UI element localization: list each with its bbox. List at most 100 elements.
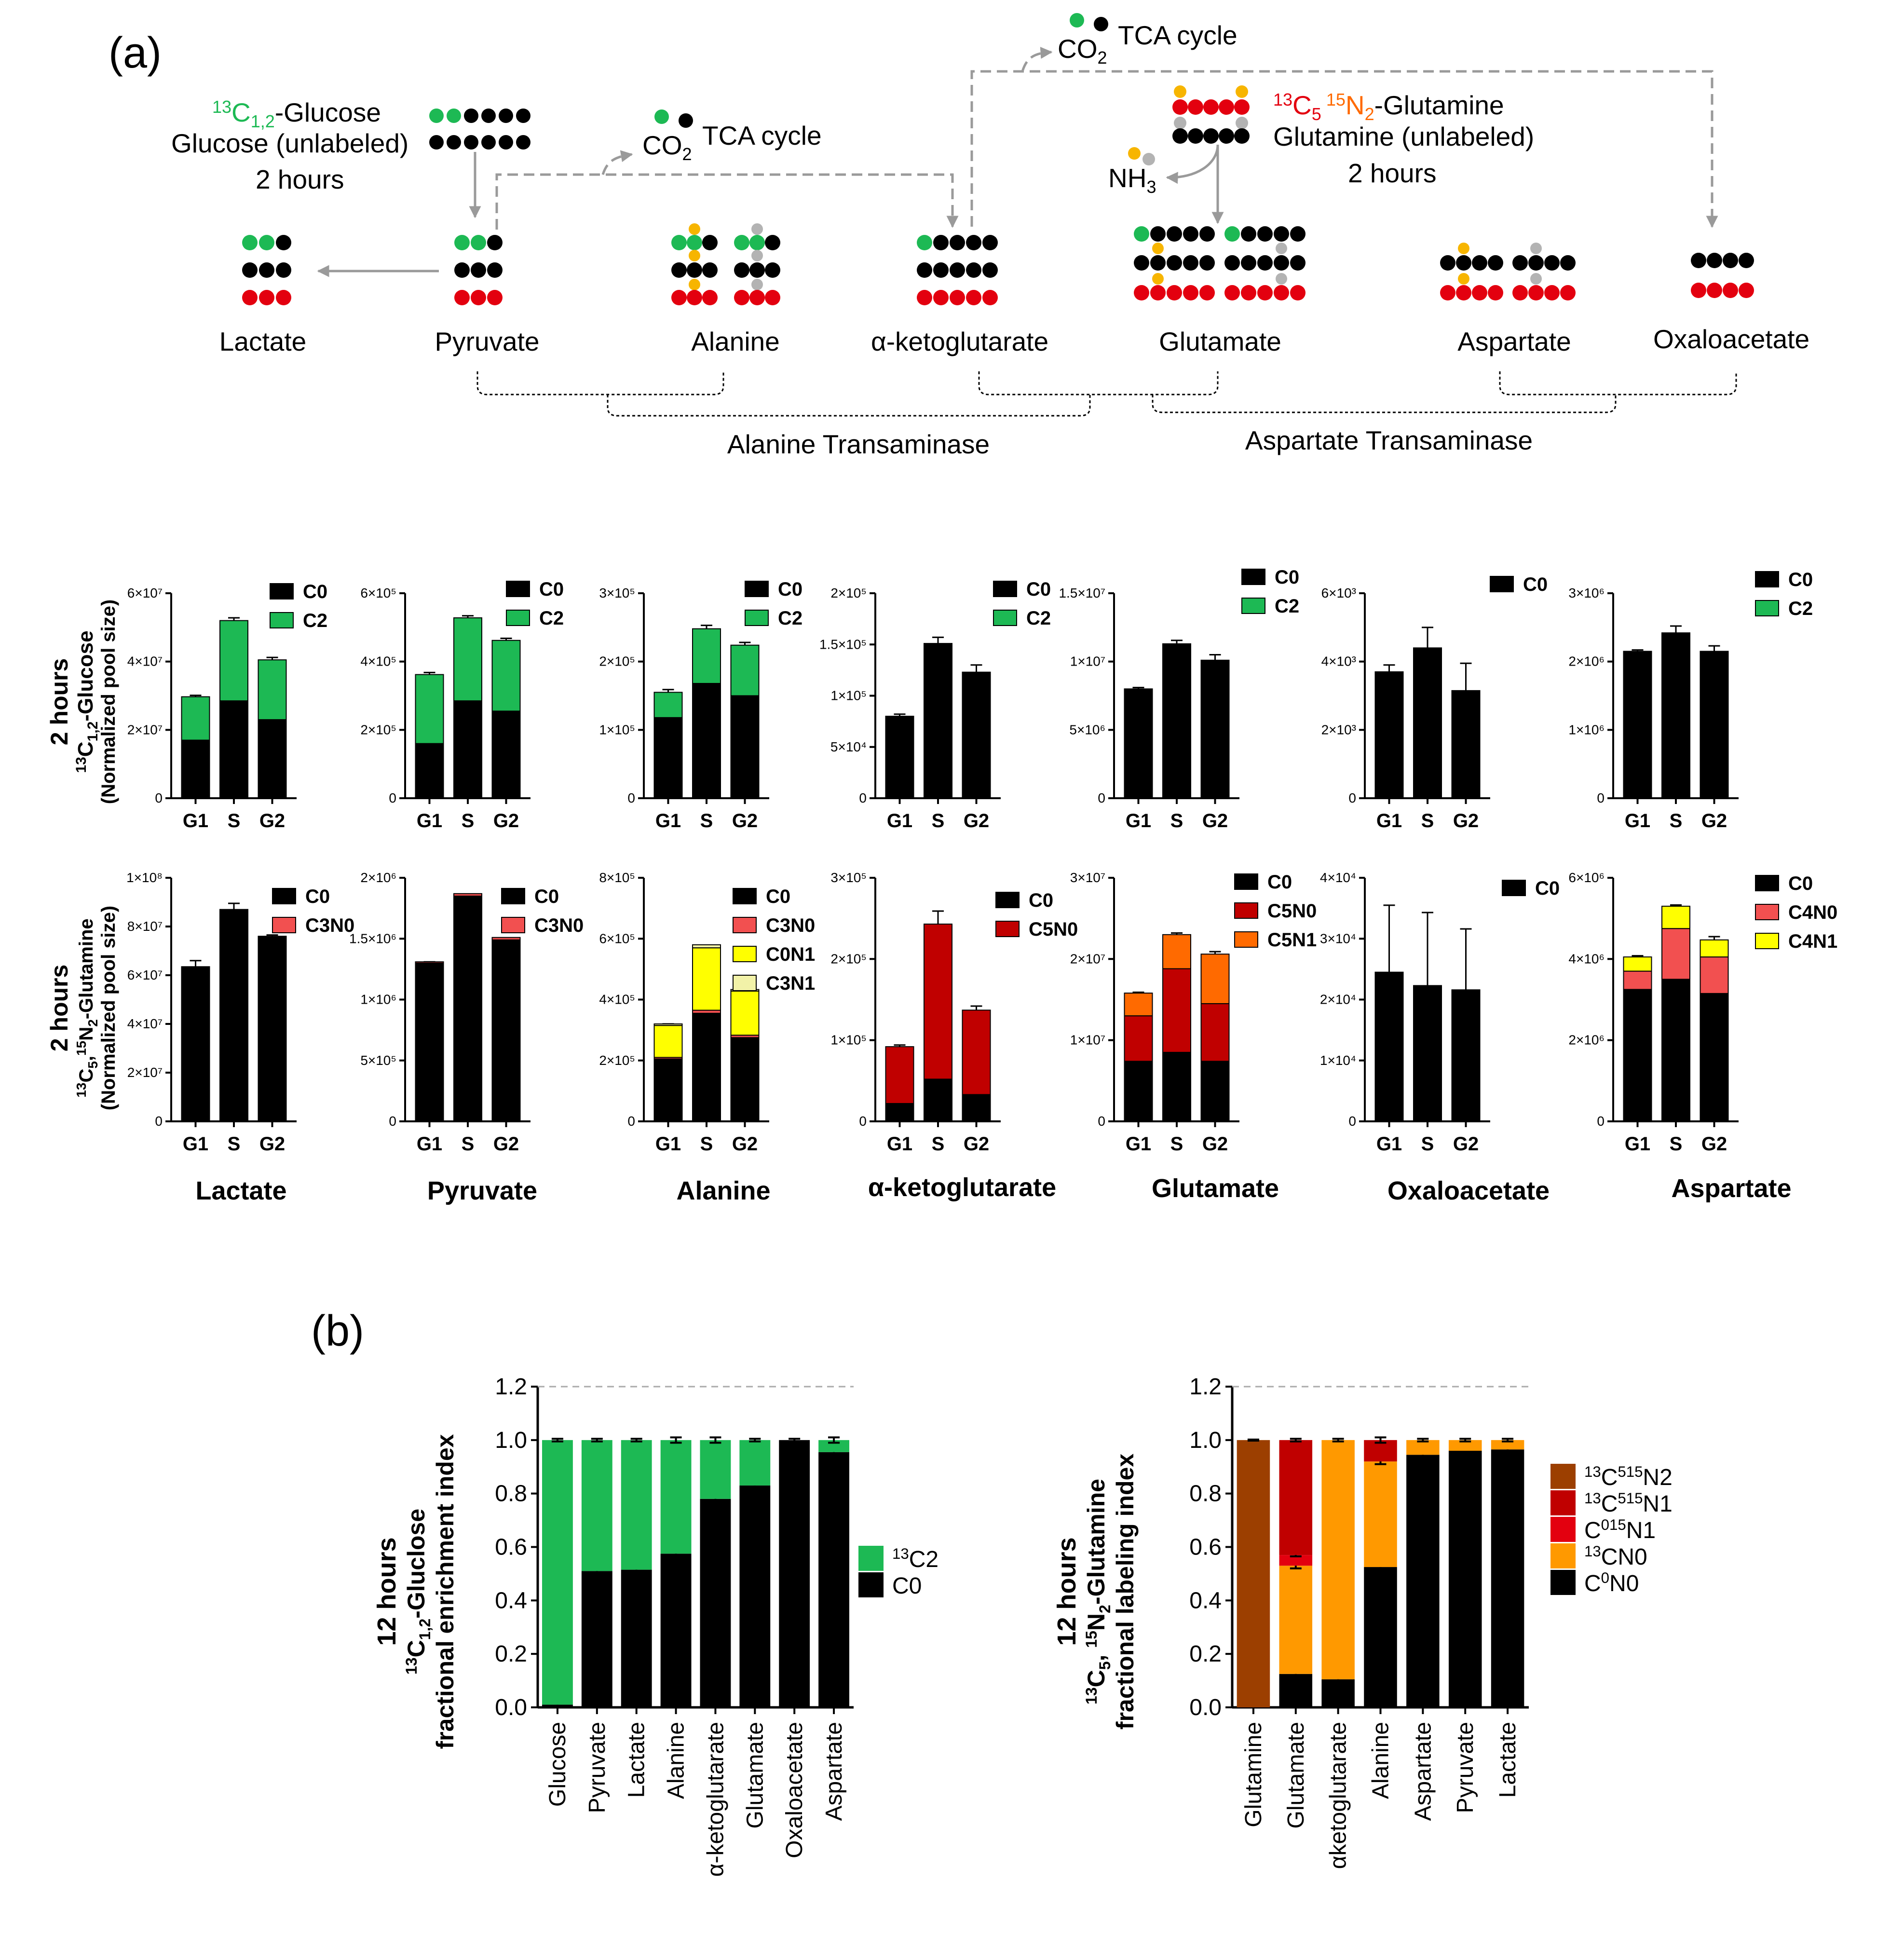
y-tick-label: 1×10⁷ [1070, 654, 1105, 669]
bar-C2 [453, 617, 482, 702]
y-tick-label: 1×10⁵ [830, 688, 867, 703]
y-tick-label: 0 [389, 790, 396, 805]
bar-C0 [818, 1452, 849, 1707]
legend-label-C0: C0 [1788, 569, 1813, 590]
panel-a-label: (a) [109, 29, 162, 77]
x-tick-label: G2 [732, 810, 758, 831]
bar-C2 [730, 644, 760, 696]
b1-time: 12 hours [372, 1537, 401, 1646]
x-tick-label: G1 [183, 810, 208, 831]
co2-green-dot [654, 109, 669, 124]
y-tick-label: 1.5×10⁶ [349, 931, 396, 946]
y-tick-label: 2×10⁷ [127, 722, 163, 737]
bar-C0 [1374, 971, 1404, 1122]
glutamine-unlabeled-label: Glutamine (unlabeled) [1273, 122, 1534, 151]
x-tick-label: G2 [732, 1133, 758, 1155]
x-tick-label: Glutamate [1283, 1722, 1309, 1828]
bar-C4N0 [1700, 956, 1729, 994]
legend-label-C0: C0 [534, 886, 559, 907]
bar-C3N1 [653, 1023, 683, 1026]
x-tick-label: G1 [183, 1133, 208, 1155]
x-tick-label: α-ketoglutarate [703, 1722, 728, 1877]
chart-b-glutamine: 0.0 0.2 0.4 0.6 0.8 1.0 1.2 Glutamine Glutamate α… [1189, 1374, 1673, 1869]
bar-C0 [653, 717, 683, 799]
bar-C2 [653, 692, 683, 718]
bar-C0 [660, 1553, 692, 1707]
x-tick-label: Pyruvate [585, 1722, 610, 1813]
col-title-aspartate: Aspartate [1671, 1174, 1791, 1203]
co2-label-1: CO2 [642, 130, 692, 164]
y-tick-label: 1.5×10⁷ [1059, 586, 1105, 600]
bar-C0 [453, 700, 482, 799]
bar-C0N0 [1406, 1455, 1440, 1707]
bar-C0 [962, 671, 991, 799]
pyruvate-dots [454, 235, 503, 305]
bar-13CN0 [1491, 1440, 1524, 1450]
bar-13C2 [660, 1440, 692, 1554]
metabolite-label-lactate: Lactate [219, 327, 306, 356]
y-tick-label: 0.4 [495, 1588, 527, 1613]
legend-label-C5N0: C5N0 [1029, 919, 1078, 940]
transaminase-brackets [476, 371, 1737, 417]
legend-label-C2: C2 [1788, 598, 1813, 619]
y-tick-label: 6×10³ [1321, 586, 1356, 600]
legend-label-C2: C2 [303, 610, 327, 631]
bar-C2 [181, 696, 210, 741]
bar-C4N1 [1700, 939, 1729, 958]
y-tick-label: 1.5×10⁵ [819, 637, 867, 652]
y-tick-label: 0 [859, 790, 867, 805]
legend-swatch-C5N1 [1234, 931, 1258, 948]
legend-label-C0: C0 [305, 886, 330, 907]
bar-13CN0 [1364, 1461, 1397, 1567]
y-tick-label: 0 [627, 1114, 635, 1129]
x-tick-label: S [1421, 810, 1434, 831]
x-tick-label: Lactate [624, 1722, 650, 1798]
y-tick-label: 1×10⁴ [1320, 1053, 1356, 1068]
glucose-carbon-dots [429, 109, 530, 150]
legend-label-C015N1: C015N1 [1584, 1516, 1656, 1543]
y-tick-label: 0 [1597, 790, 1605, 805]
legend-label-C3N0: C3N0 [534, 915, 584, 936]
legend-label-C3N0: C3N0 [766, 915, 815, 936]
y-tick-label: 0.2 [1189, 1641, 1222, 1667]
x-tick-label: G1 [655, 810, 681, 831]
bar-C5N0 [1200, 1003, 1230, 1062]
tca-label-2: TCA cycle [1118, 20, 1238, 50]
legend-label-C0: C0 [1275, 567, 1299, 588]
legend-swatch-C2 [270, 612, 294, 628]
legend-label-C0: C0 [1026, 579, 1051, 600]
bar-C015N1 [1279, 1555, 1313, 1566]
y-tick-label: 0.6 [1189, 1535, 1222, 1560]
x-tick-label: G1 [655, 1133, 681, 1155]
x-tick-label: G2 [493, 810, 519, 831]
chart-glucose-oxaloacetate: 0 2×10³ 4×10³ 6×10³ G1 S G2 C0 [1321, 574, 1548, 831]
nh3-label: NH3 [1108, 163, 1156, 197]
legend-swatch-13C2 [858, 1546, 884, 1571]
bar-C0 [581, 1571, 612, 1707]
x-tick-label: G2 [259, 810, 285, 831]
b2-tracer: 13C5, 15N2-Glutamine [1083, 1479, 1114, 1704]
x-tick-label: G2 [1453, 810, 1479, 831]
y-tick-label: 0.8 [495, 1481, 527, 1507]
y-tick-label: 2×10⁵ [830, 951, 867, 966]
legend-swatch-C5N0 [995, 921, 1020, 937]
legend-swatch-C0 [1755, 571, 1779, 587]
alanine-transaminase-label: Alanine Transaminase [727, 429, 990, 459]
bar-C0 [885, 716, 914, 799]
bar-C5N1 [1200, 954, 1230, 1004]
col-title-glutamate: Glutamate [1152, 1174, 1279, 1203]
y-tick-label: 1×10⁵ [830, 1033, 867, 1048]
y-tick-label: 0 [1098, 1114, 1105, 1129]
bar-C0N1 [730, 990, 760, 1036]
y-tick-label: 2×10⁵ [599, 1053, 635, 1068]
bar-C0 [491, 939, 521, 1122]
chart-glucose-alanine: 0 1×10⁵ 2×10⁵ 3×10⁵ G1 S G2 C0 C2 [599, 579, 802, 831]
y-tick-label: 4×10⁵ [360, 654, 396, 669]
x-tick-label: S [1170, 1133, 1183, 1155]
bar-C0 [453, 895, 482, 1122]
bar-C0 [1451, 690, 1481, 799]
y-tick-label: 4×10⁶ [1568, 951, 1605, 966]
y-tick-label: 4×10⁷ [127, 654, 163, 669]
x-tick-label: Oxaloacetate [782, 1722, 807, 1858]
chart-glutamine-aspartate: 0 2×10⁶ 4×10⁶ 6×10⁶ G1 S G2 C0 C4N0 C4N1 [1568, 870, 1837, 1155]
